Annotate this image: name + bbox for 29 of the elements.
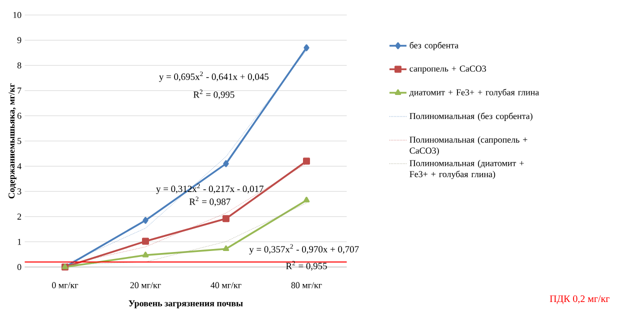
annotation: R$^{2}$ = 0,955 [286,260,327,271]
legend-label: Полиномиальная (без сорбента) [410,112,532,121]
annotation: R$^{2}$ = 0,987 [189,196,230,206]
annotation: y = 0,357x$^{2}$ - 0,970x + 0,707 [249,244,359,254]
legend-label: диатомит + Fe3+ + голубая глина [409,88,540,98]
annotation: y = 0,695x$^{2}$ - 0,641x + 0,045 [159,72,268,82]
y-tick-label: 0 [17,264,22,270]
x-tick-label: 0 мг/кг [52,282,78,288]
legend-label: Полиномиальная (диатомит + Fe3+ + голубая глина) [410,160,524,180]
legend-label: Полиномиальная (сапропель + CaCO3) [410,136,528,156]
y-axis-title: Содержаниемышьяка, мг/кг [8,83,16,198]
legend-label: сапропель + CaCO3 [410,66,486,74]
ref-line-label: ПДК 0,2 мг/кг [550,295,610,304]
x-axis-title: Уровень загрязнения почвы [128,300,243,308]
y-tick-label: 6 [17,112,22,119]
y-tick-label: 9 [17,37,22,44]
y-tick-label: 8 [17,62,22,68]
y-tick-label: 4 [17,163,22,170]
y-tick-label: 10 [13,12,22,18]
y-tick-label: 1 [18,238,22,245]
annotation: R$^{2}$ = 0,995 [193,90,234,100]
y-tick-label: 7 [18,88,22,94]
y-tick-label: 2 [17,214,22,220]
y-tick-label: 5 [18,138,22,144]
legend-label: без сорбента [410,42,458,50]
x-tick-label: 40 мг/кг [210,282,242,288]
x-tick-label: 80 мг/кг [291,282,322,288]
x-tick-label: 20 мг/кг [130,282,161,288]
y-tick-label: 3 [18,188,22,194]
